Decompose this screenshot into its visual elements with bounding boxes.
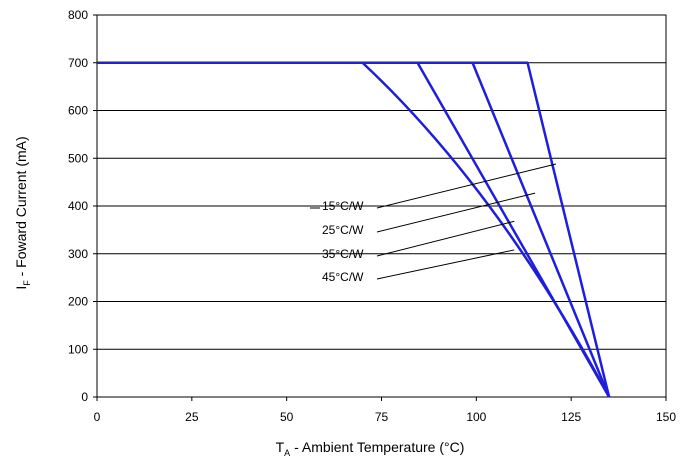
series-line xyxy=(97,61,611,398)
annotation-label: 15°C/W xyxy=(322,199,364,213)
y-tick-label: 0 xyxy=(81,390,88,404)
y-tick-label: 600 xyxy=(68,104,88,118)
x-tick-labels: 0 25 50 75 100 125 150 xyxy=(94,397,676,424)
annotation-leader xyxy=(376,192,536,233)
y-tick-label: 400 xyxy=(68,199,88,213)
y-tick-label: 100 xyxy=(68,342,88,356)
x-tick-label: 50 xyxy=(280,410,294,424)
x-tick-label: 150 xyxy=(656,410,676,424)
y-tick-label: 800 xyxy=(68,8,88,22)
y-axis-title-main: I xyxy=(13,286,29,290)
annotation-label: 45°C/W xyxy=(322,270,364,284)
x-axis-title-rest: - Ambient Temperature (°C) xyxy=(290,439,464,455)
x-axis-title: TA - Ambient Temperature (°C) xyxy=(276,439,465,458)
annotation-leader xyxy=(376,220,515,257)
y-axis-title: IF - Foward Current (mA) xyxy=(13,136,32,289)
x-tick-label: 125 xyxy=(561,410,581,424)
x-tick-label: 75 xyxy=(375,410,389,424)
gridlines xyxy=(97,62,666,350)
annotation-layer: 15°C/W 25°C/W 35°C/W 45°C/W xyxy=(310,163,557,284)
annotation-leader xyxy=(376,163,557,209)
x-axis-title-subscript: A xyxy=(284,448,290,458)
series-layer xyxy=(97,61,611,398)
y-tick-label: 300 xyxy=(68,247,88,261)
y-tick-label: 700 xyxy=(68,56,88,70)
y-tick-labels: 0 100 200 300 400 500 600 700 800 xyxy=(68,8,97,404)
x-tick-label: 100 xyxy=(466,410,486,424)
x-tick-label: 0 xyxy=(94,410,101,424)
y-axis-title-rest: - Foward Current (mA) xyxy=(13,136,29,280)
y-tick-label: 200 xyxy=(68,295,88,309)
y-tick-label: 500 xyxy=(68,151,88,165)
annotation-label: 35°C/W xyxy=(322,247,364,261)
y-axis-title-subscript: F xyxy=(22,280,32,286)
annotation-leader xyxy=(376,249,515,280)
x-tick-label: 25 xyxy=(185,410,199,424)
x-axis-title-main: T xyxy=(276,439,285,455)
annotation-label: 25°C/W xyxy=(322,223,364,237)
